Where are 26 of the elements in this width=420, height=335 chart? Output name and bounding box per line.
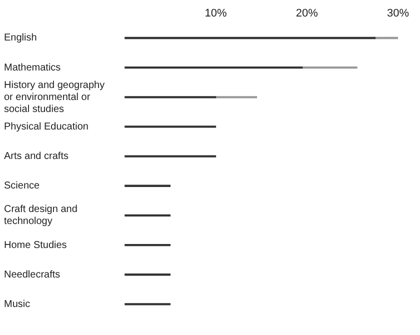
x-tick-label: 30%	[386, 8, 410, 20]
y-tick-label: Music	[4, 298, 30, 310]
bar	[374, 36, 398, 40]
y-tick-label: Craft design and technology	[4, 204, 78, 228]
bar	[124, 184, 171, 187]
y-tick-label: Arts and crafts	[4, 151, 68, 162]
y-tick-label: Physical Education	[4, 121, 88, 132]
y-tick-label: Needlecrafts	[4, 269, 60, 280]
bar	[124, 244, 171, 246]
bar	[302, 66, 358, 69]
bar	[124, 303, 171, 306]
y-tick-label: Science	[4, 180, 40, 192]
bar	[124, 66, 303, 69]
bar	[215, 96, 258, 98]
y-tick-label: Home Studies	[4, 240, 67, 251]
bar	[124, 36, 376, 40]
y-tick-label: English	[4, 32, 37, 44]
bar	[124, 155, 216, 158]
x-tick-label: 10%	[204, 8, 227, 20]
x-tick-label: 20%	[296, 8, 318, 20]
bar	[124, 274, 171, 276]
bar	[124, 214, 171, 217]
y-tick-label: Mathematics	[4, 62, 61, 74]
bar	[124, 96, 216, 98]
y-tick-label: History and geography or environmental or social studies	[4, 80, 105, 115]
bar	[124, 126, 216, 128]
